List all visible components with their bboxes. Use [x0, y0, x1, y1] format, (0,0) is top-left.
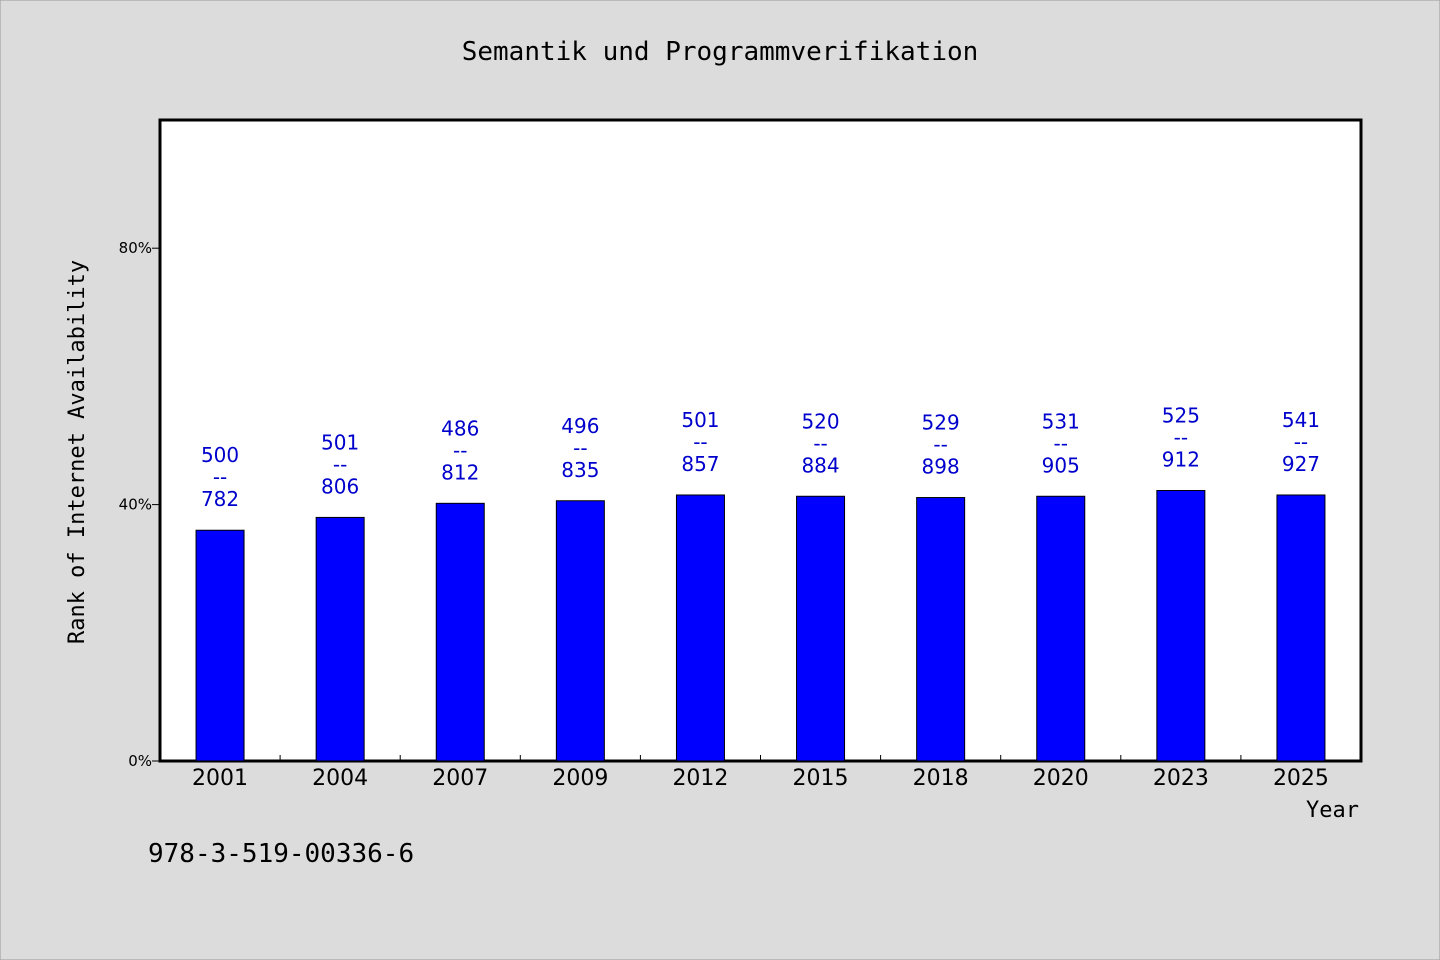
bar-2012 — [675, 494, 725, 762]
bars — [195, 489, 1326, 762]
x-tick-label: 2009 — [552, 766, 608, 791]
data-label-top: 525 — [1162, 403, 1200, 427]
data-label-bottom: 905 — [1042, 453, 1080, 477]
data-label-sep: -- — [453, 438, 467, 462]
y-axis: 0% 40% 80% — [119, 239, 160, 770]
y-tick-label: 0% — [128, 752, 152, 770]
data-label-top: 500 — [201, 443, 239, 467]
bar-2015 — [796, 495, 846, 762]
x-tick-label: 2018 — [913, 766, 969, 791]
x-tick-label: 2004 — [312, 766, 368, 791]
chart-title: Semantik und Programmverifikation — [462, 37, 979, 67]
data-label-sep: -- — [933, 433, 947, 457]
data-label-bottom: 812 — [441, 460, 479, 484]
x-tick-label: 2007 — [432, 766, 488, 791]
data-label-top: 541 — [1282, 408, 1320, 432]
data-label-sep: -- — [213, 465, 227, 489]
data-label-sep: -- — [573, 436, 587, 460]
data-label-bottom: 857 — [681, 452, 719, 476]
bar-2023 — [1156, 489, 1206, 762]
data-label-top: 529 — [922, 411, 960, 435]
x-tick-label: 2020 — [1033, 766, 1089, 791]
data-label-sep: -- — [1294, 430, 1308, 454]
x-tick-label: 2012 — [672, 766, 728, 791]
data-label-sep: -- — [693, 430, 707, 454]
x-axis: 2001 2004 2007 2009 2012 2015 2018 2020 2023 2025 — [192, 755, 1329, 791]
data-labels: 500--782501--806486--812496--835501--857… — [201, 403, 1320, 511]
data-label-bottom: 806 — [321, 474, 359, 498]
y-tick-label: 80% — [119, 239, 152, 257]
x-axis-label: Year — [1306, 798, 1359, 823]
data-label-top: 520 — [801, 409, 839, 433]
x-tick-label: 2015 — [793, 766, 849, 791]
x-tick-label: 2001 — [192, 766, 248, 791]
x-tick-label: 2023 — [1153, 766, 1209, 791]
data-label-bottom: 835 — [561, 458, 599, 482]
bar-2009 — [555, 500, 605, 762]
data-label-sep: -- — [333, 452, 347, 476]
data-label-bottom: 782 — [201, 487, 239, 511]
data-label-top: 501 — [681, 408, 719, 432]
data-label-bottom: 884 — [801, 453, 839, 477]
data-label-top: 486 — [441, 416, 479, 440]
data-label-bottom: 927 — [1282, 452, 1320, 476]
data-label-top: 531 — [1042, 409, 1080, 433]
data-label-sep: -- — [1054, 431, 1068, 455]
data-label-top: 496 — [561, 414, 599, 438]
data-label-sep: -- — [1174, 425, 1188, 449]
data-label-top: 501 — [321, 430, 359, 454]
y-axis-label: Rank of Internet Availability — [65, 260, 90, 644]
y-tick-label: 40% — [119, 496, 152, 514]
bar-2007 — [435, 502, 485, 762]
bar-2018 — [916, 497, 966, 762]
bar-2004 — [315, 516, 365, 762]
footer-isbn: 978-3-519-00336-6 — [148, 839, 414, 869]
data-label-bottom: 912 — [1162, 447, 1200, 471]
data-label-bottom: 898 — [922, 455, 960, 479]
bar-2020 — [1036, 495, 1086, 762]
bar-2001 — [195, 529, 245, 762]
data-label-sep: -- — [813, 431, 827, 455]
bar-2025 — [1276, 494, 1326, 762]
x-tick-label: 2025 — [1273, 766, 1329, 791]
